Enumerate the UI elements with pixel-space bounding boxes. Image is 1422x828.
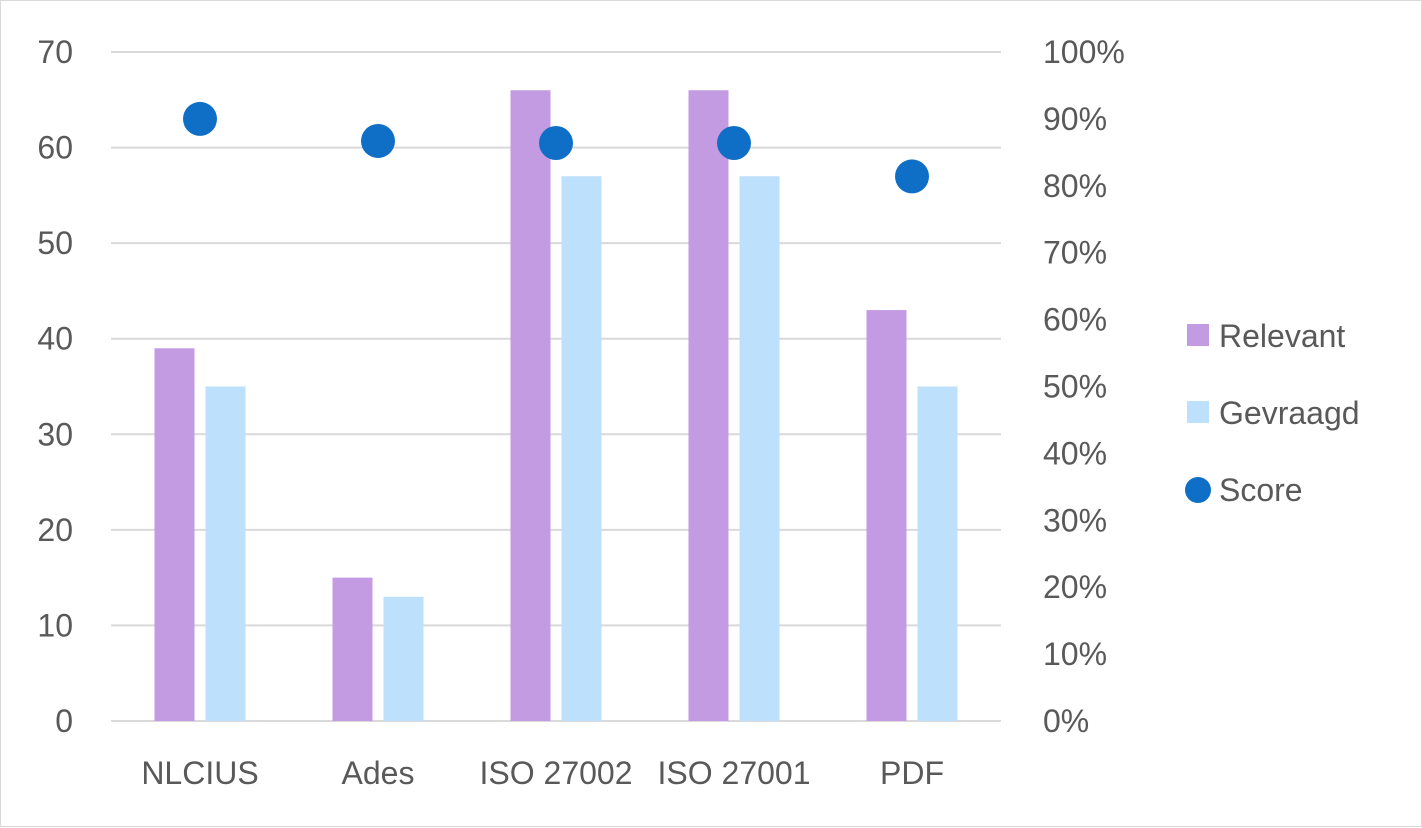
gridlines: [111, 51, 1001, 722]
bar-relevant-iso-27002: [510, 90, 551, 721]
left-tick-label: 10: [37, 607, 73, 643]
score-points: [183, 101, 929, 194]
category-labels: NLCIUS Ades ISO 27002 ISO 27001 PDF: [141, 755, 944, 791]
category-label: ISO 27001: [658, 755, 811, 791]
bar-gevraagd-iso-27002: [561, 176, 602, 721]
legend-swatch-score: [1185, 477, 1211, 503]
bar-marks: [154, 90, 958, 721]
left-tick-label: 40: [37, 321, 73, 357]
legend-label-gevraagd: Gevraagd: [1219, 395, 1360, 431]
score-point-nlcius: [183, 101, 217, 136]
left-axis-ticks: 0 10 20 30 40 50 60 70: [37, 34, 73, 739]
right-axis-ticks: 0% 10% 20% 30% 40% 50% 60% 70% 80% 90% 100%: [1043, 34, 1125, 739]
left-tick-label: 0: [55, 703, 73, 739]
legend-label-score: Score: [1219, 472, 1303, 508]
right-tick-label: 40%: [1043, 435, 1107, 471]
bar-gevraagd-iso-27001: [739, 176, 780, 721]
score-point-ades: [361, 123, 395, 158]
right-tick-label: 70%: [1043, 235, 1107, 271]
right-tick-label: 30%: [1043, 502, 1107, 538]
score-point-iso-27001: [717, 125, 751, 160]
legend-swatch-relevant: [1187, 324, 1209, 346]
bar-relevant-pdf: [866, 310, 907, 721]
left-tick-label: 30: [37, 416, 73, 452]
bar-relevant-iso-27001: [688, 90, 729, 721]
left-tick-label: 50: [37, 225, 73, 261]
category-label: ISO 27002: [480, 755, 633, 791]
left-tick-label: 70: [37, 34, 73, 70]
bar-gevraagd-ades: [383, 596, 424, 721]
bar-relevant-nlcius: [154, 348, 195, 721]
bar-gevraagd-pdf: [917, 386, 958, 721]
right-tick-label: 10%: [1043, 636, 1107, 672]
left-tick-label: 60: [37, 130, 73, 166]
left-tick-label: 20: [37, 512, 73, 548]
legend-label-relevant: Relevant: [1219, 318, 1345, 354]
score-point-iso-27002: [539, 125, 573, 160]
category-label: PDF: [880, 755, 944, 791]
right-tick-label: 90%: [1043, 101, 1107, 137]
right-tick-label: 60%: [1043, 302, 1107, 338]
legend: Relevant Gevraagd Score: [1185, 318, 1360, 508]
legend-swatch-gevraagd: [1187, 401, 1209, 423]
right-tick-label: 0%: [1043, 703, 1089, 739]
category-label: NLCIUS: [141, 755, 258, 791]
right-tick-label: 80%: [1043, 168, 1107, 204]
category-label: Ades: [342, 755, 415, 791]
bar-gevraagd-nlcius: [205, 386, 246, 721]
right-tick-label: 50%: [1043, 369, 1107, 405]
right-tick-label: 100%: [1043, 34, 1125, 70]
right-tick-label: 20%: [1043, 569, 1107, 605]
bar-relevant-ades: [332, 577, 373, 721]
score-point-pdf: [895, 159, 929, 194]
